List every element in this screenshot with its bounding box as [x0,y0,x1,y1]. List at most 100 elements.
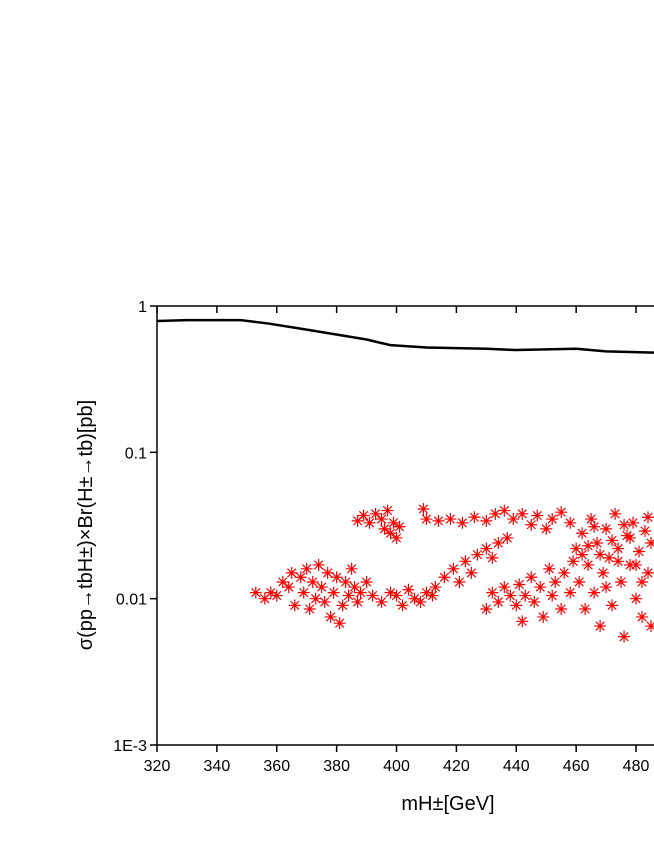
data-point [249,586,262,599]
data-point [282,581,295,594]
data-point [357,509,370,522]
data-point [582,539,595,552]
data-point [426,589,439,602]
data-point [468,511,481,524]
data-point [528,595,541,608]
data-point [618,518,631,531]
data-point [612,555,625,568]
data-point [393,520,406,533]
data-point [384,586,397,599]
data-point [456,516,469,529]
x-tick-label: 460 [563,758,590,775]
data-point [570,542,583,555]
data-point [258,592,271,605]
data-point [270,589,283,602]
data-point [594,548,607,561]
data-point [264,586,277,599]
data-point [603,551,616,564]
data-point [420,513,433,526]
data-point [600,581,613,594]
data-point [288,599,301,612]
data-point [498,504,511,517]
data-point [591,537,604,550]
data-point [492,537,505,550]
data-point [312,558,325,571]
data-point [348,581,361,594]
data-point [576,527,589,540]
data-point [546,589,559,602]
data-point [306,575,319,588]
data-point [459,555,472,568]
data-point [378,522,391,535]
data-point [516,507,529,520]
data-point [366,589,379,602]
data-point [612,542,625,555]
x-tick-label: 340 [204,758,231,775]
data-point [360,575,373,588]
data-point [642,511,654,524]
data-point [438,571,451,584]
data-point [414,595,427,608]
data-point [573,575,586,588]
data-point [354,586,367,599]
data-point [507,513,520,526]
data-point [480,514,493,527]
data-point [447,562,460,575]
data-point [594,620,607,633]
data-point [402,583,415,596]
x-tick-label: 380 [323,758,350,775]
data-point [534,581,547,594]
data-point [381,504,394,517]
data-point [633,545,646,558]
y-tick-label: 1 [138,299,147,316]
data-point [396,599,409,612]
data-point [420,586,433,599]
data-point [471,548,484,561]
data-point [330,571,343,584]
data-point [555,506,568,519]
data-point [303,602,316,615]
data-point [294,571,307,584]
data-point [606,599,619,612]
data-point [486,586,499,599]
data-point [444,513,457,526]
data-point [516,615,529,628]
data-point [300,562,313,575]
data-point [624,531,637,544]
data-point [336,599,349,612]
data-point [513,578,526,591]
data-point [387,516,400,529]
data-point [588,520,601,533]
data-point [564,516,577,529]
x-tick-label: 440 [503,758,530,775]
data-point [390,531,403,544]
data-point [615,575,628,588]
data-point [546,513,559,526]
x-tick-label: 320 [144,758,171,775]
data-point [579,602,592,615]
data-point [486,551,499,564]
data-point [630,558,643,571]
data-point [558,566,571,579]
data-point [600,522,613,535]
data-point [321,566,334,579]
limit-line [156,318,654,354]
data-point [510,599,523,612]
data-point [543,562,556,575]
data-point [525,518,538,531]
data-point [642,566,654,579]
data-point [375,513,388,526]
data-point [363,516,376,529]
y-axis-label: σ(pp→tbH±)×Br(H±→tb)[pb] [75,400,97,650]
data-point [555,602,568,615]
data-point [276,575,289,588]
x-tick-label: 420 [443,758,470,775]
x-tick-label: 400 [383,758,410,775]
data-point [489,507,502,520]
data-point [345,562,358,575]
x-axis-label: mH±[GeV] [401,793,494,815]
data-point [618,630,631,643]
data-point [369,507,382,520]
data-point [384,527,397,540]
